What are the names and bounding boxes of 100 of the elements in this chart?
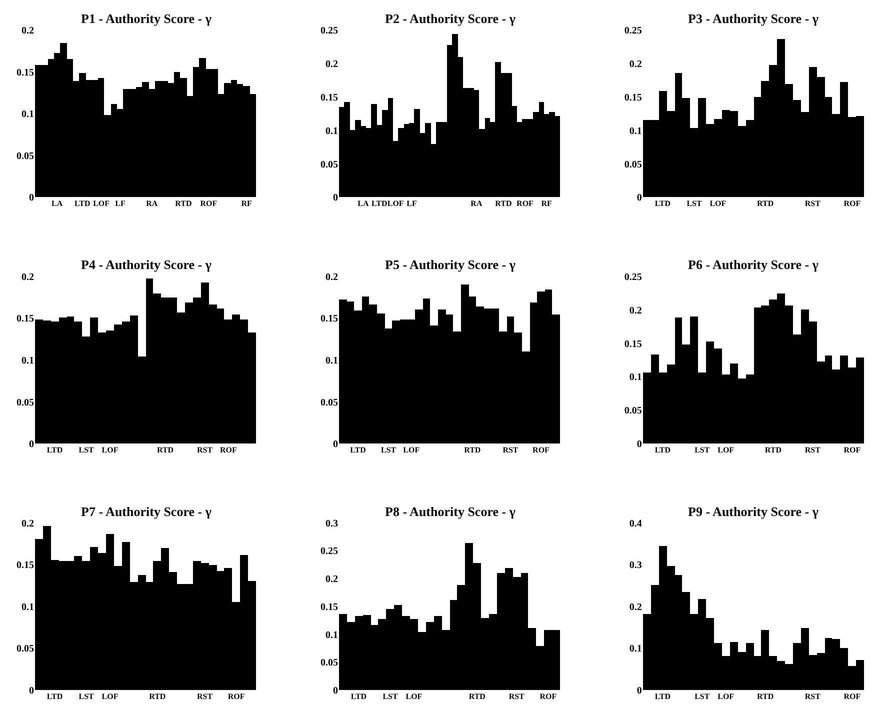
x-tick-label: LF xyxy=(406,199,417,208)
y-tick-label: 0.15 xyxy=(16,560,34,572)
x-tick-label: RTD xyxy=(156,446,174,455)
x-tick-label: LOF xyxy=(102,692,118,701)
y-tick-label: 0.1 xyxy=(629,372,642,384)
x-tick-label: LA xyxy=(52,199,63,208)
x-tick-label: RST xyxy=(804,446,822,455)
y-tick-label: 0.1 xyxy=(629,126,642,137)
y-tick-label: 0.15 xyxy=(16,314,34,325)
y-tick-label: 0.15 xyxy=(624,338,642,350)
x-tick-label: LST xyxy=(380,446,397,455)
y-tick-label: 0.1 xyxy=(22,602,34,613)
x-tick-label: LST xyxy=(686,199,702,208)
y-tick-label: 0.05 xyxy=(16,644,34,655)
x-tick-label: RST xyxy=(804,199,822,208)
y-tick-label: 0.25 xyxy=(320,546,338,558)
y-tick-label: 0 xyxy=(636,439,642,450)
x-tick-label: ROF xyxy=(516,199,534,208)
y-tick-label: 0 xyxy=(636,192,642,204)
x-tick-label: RTD xyxy=(764,446,782,455)
x-tick-label: LTD xyxy=(46,692,63,701)
chart-title: P8 - Authority Score - γ xyxy=(385,504,516,519)
x-tick-label: ROF xyxy=(844,692,861,701)
x-tick-label: LTD xyxy=(654,692,671,701)
x-tick-label: LST xyxy=(382,692,399,701)
y-tick-label: 0 xyxy=(636,686,642,696)
x-tick-label: RTD xyxy=(757,692,774,701)
y-tick-label: 0.1 xyxy=(325,356,338,366)
x-tick-label: RF xyxy=(541,199,552,208)
x-tick-label: LTD xyxy=(46,446,63,455)
y-tick-label: 0.4 xyxy=(629,518,642,530)
y-tick-label: 0.2 xyxy=(325,574,338,586)
y-tick-label: 0.2 xyxy=(22,26,34,36)
y-tick-label: 0.1 xyxy=(22,356,34,366)
x-tick-label: LTD xyxy=(654,446,671,455)
chart-title: P1 - Authority Score - γ xyxy=(81,11,212,26)
y-tick-label: 0.2 xyxy=(629,58,642,70)
y-tick-label: 0 xyxy=(29,439,34,450)
y-tick-label: 0.1 xyxy=(629,644,642,655)
x-tick-label: ROF xyxy=(532,446,550,455)
x-tick-label: ROF xyxy=(228,692,245,701)
x-tick-label: RA xyxy=(146,199,158,208)
x-tick-label: LST xyxy=(78,692,95,701)
x-tick-label: LST xyxy=(694,446,710,455)
y-tick-label: 0 xyxy=(332,192,338,204)
x-tick-label: RST xyxy=(508,692,526,701)
x-tick-label: LTD xyxy=(74,199,90,208)
x-tick-label: LST xyxy=(78,446,95,455)
y-tick-label: 0.2 xyxy=(22,518,34,530)
y-tick-label: 0.15 xyxy=(320,602,338,613)
y-tick-label: 0.1 xyxy=(22,109,34,120)
y-tick-label: 0.05 xyxy=(624,159,642,170)
x-tick-label: RTD xyxy=(495,199,512,208)
y-tick-label: 0.25 xyxy=(320,26,338,36)
y-tick-label: 0.05 xyxy=(320,397,338,408)
y-tick-label: 0.3 xyxy=(325,518,338,530)
x-tick-label: LOF xyxy=(718,692,734,701)
x-tick-label: LTD xyxy=(654,199,671,208)
chart-title: P5 - Authority Score - γ xyxy=(385,257,516,272)
chart-title: P4 - Authority Score - γ xyxy=(81,257,212,272)
x-tick-label: LF xyxy=(115,199,126,208)
x-tick-label: LOF xyxy=(718,446,734,455)
x-tick-label: RF xyxy=(241,199,252,208)
x-tick-label: LOF xyxy=(387,199,404,208)
y-tick-label: 0.05 xyxy=(624,406,642,417)
x-tick-label: ROF xyxy=(200,199,218,208)
y-tick-label: 0.15 xyxy=(624,92,642,104)
y-tick-label: 0.25 xyxy=(624,272,642,283)
y-tick-label: 0.25 xyxy=(624,26,642,36)
y-tick-label: 0.05 xyxy=(320,658,338,669)
y-tick-label: 0.3 xyxy=(629,560,642,572)
x-tick-label: LA xyxy=(358,199,369,208)
y-tick-label: 0.15 xyxy=(16,67,34,78)
chart-title: P9 - Authority Score - γ xyxy=(688,504,818,519)
x-tick-label: RST xyxy=(196,692,214,701)
x-tick-label: RST xyxy=(804,692,822,701)
y-tick-label: 0.2 xyxy=(22,272,34,283)
x-tick-label: RTD xyxy=(757,199,774,208)
chart-title: P7 - Authority Score - γ xyxy=(81,504,212,519)
y-tick-label: 0.1 xyxy=(325,630,338,641)
x-tick-label: RST xyxy=(196,446,214,455)
x-tick-label: LTD xyxy=(350,692,367,701)
x-tick-label: LTD xyxy=(372,199,388,208)
x-tick-label: LTD xyxy=(350,446,366,455)
x-tick-label: LOF xyxy=(403,446,420,455)
x-tick-label: LOF xyxy=(710,199,726,208)
y-tick-label: 0.1 xyxy=(325,126,338,137)
x-tick-label: ROF xyxy=(844,199,861,208)
x-tick-label: RTD xyxy=(464,446,481,455)
y-tick-label: 0.15 xyxy=(320,92,338,104)
y-tick-label: 0.2 xyxy=(629,602,642,613)
x-tick-label: RA xyxy=(470,199,482,208)
y-tick-label: 0 xyxy=(29,686,34,696)
x-tick-label: RTD xyxy=(149,692,166,701)
y-tick-label: 0.15 xyxy=(320,314,338,325)
y-tick-label: 0.05 xyxy=(16,150,34,162)
y-tick-label: 0 xyxy=(332,686,338,696)
y-tick-label: 0.2 xyxy=(629,305,642,316)
y-tick-label: 0.2 xyxy=(325,272,338,283)
x-tick-label: RTD xyxy=(468,692,486,701)
